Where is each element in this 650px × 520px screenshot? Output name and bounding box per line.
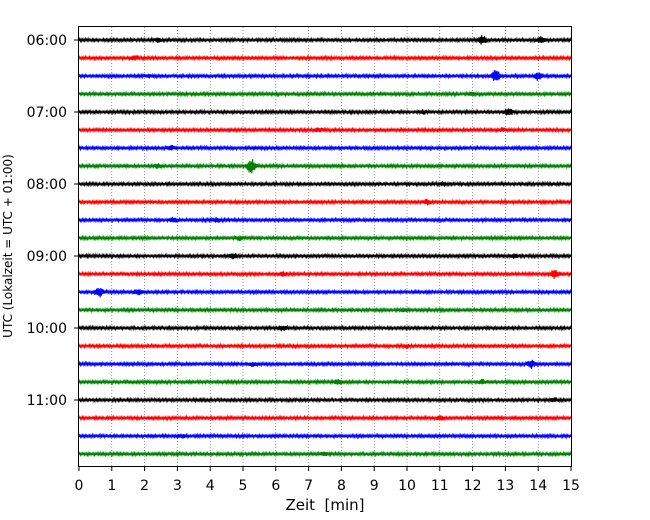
seismogram-traces <box>78 35 572 458</box>
y-tick-label-0600: 06:00 <box>27 33 67 49</box>
x-tick-label-6: 6 <box>271 478 280 494</box>
trace-1015 <box>78 342 572 350</box>
y-tick-label-0700: 07:00 <box>27 105 67 121</box>
plot-frame <box>78 26 572 467</box>
trace-0630 <box>78 70 572 81</box>
trace-0915 <box>78 270 572 279</box>
x-tick-label-0: 0 <box>75 478 84 494</box>
x-axis-ticks: 0 1 2 3 4 5 6 7 8 9 10 11 12 13 14 15 <box>75 466 580 494</box>
grid-lines <box>111 27 539 466</box>
y-tick-label-1000: 10:00 <box>27 321 67 337</box>
x-tick-label-4: 4 <box>206 478 215 494</box>
trace-0930 <box>78 287 572 298</box>
trace-0800 <box>78 180 572 188</box>
trace-1115 <box>78 414 572 422</box>
x-tick-label-13: 13 <box>496 478 514 494</box>
x-tick-label-11: 11 <box>431 478 449 494</box>
x-tick-label-7: 7 <box>304 478 313 494</box>
trace-1045 <box>78 378 572 386</box>
trace-0845 <box>78 234 572 242</box>
trace-0715 <box>78 126 572 134</box>
x-tick-label-5: 5 <box>239 478 248 494</box>
x-tick-label-10: 10 <box>398 478 416 494</box>
y-tick-label-1100: 11:00 <box>27 393 67 409</box>
x-axis-label: Zeit [min] <box>285 496 364 514</box>
trace-1030 <box>78 359 572 369</box>
y-tick-label-0900: 09:00 <box>27 249 67 265</box>
y-axis-label: UTC (Lokalzeit = UTC + 01:00) <box>1 154 15 338</box>
x-tick-label-15: 15 <box>562 478 580 494</box>
trace-0600 <box>78 35 572 45</box>
trace-1000 <box>78 324 572 332</box>
x-tick-label-12: 12 <box>464 478 482 494</box>
x-tick-label-3: 3 <box>173 478 182 494</box>
trace-1130 <box>78 432 572 440</box>
trace-0945 <box>78 306 572 314</box>
x-tick-label-1: 1 <box>107 478 116 494</box>
trace-0645 <box>78 90 572 98</box>
trace-0730 <box>78 144 572 152</box>
trace-0815 <box>78 198 572 206</box>
x-tick-label-2: 2 <box>140 478 149 494</box>
trace-0745 <box>78 159 572 174</box>
x-tick-label-8: 8 <box>337 478 346 494</box>
trace-0830 <box>78 216 572 224</box>
trace-0615 <box>78 54 572 62</box>
trace-0900 <box>78 252 572 260</box>
trace-1100 <box>78 396 572 404</box>
trace-0700 <box>78 108 572 116</box>
trace-1145 <box>78 450 572 458</box>
x-tick-label-9: 9 <box>370 478 379 494</box>
y-tick-label-0800: 08:00 <box>27 177 67 193</box>
x-tick-label-14: 14 <box>529 478 547 494</box>
y-axis-ticks: 06:00 07:00 08:00 09:00 10:00 11:00 <box>27 33 79 409</box>
